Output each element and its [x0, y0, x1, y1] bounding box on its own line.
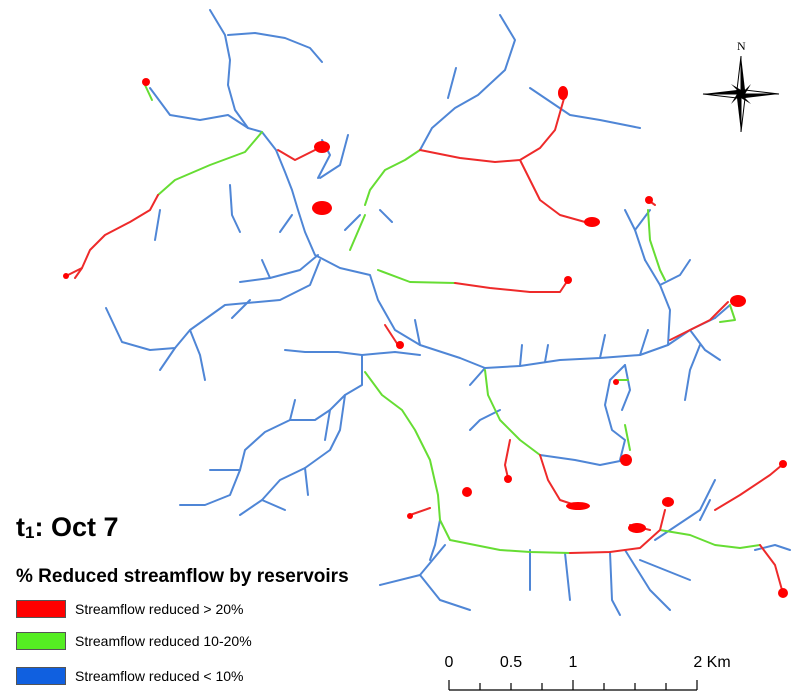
scale-label-1: 1 — [568, 654, 578, 671]
scale-label-half: 0.5 — [499, 654, 523, 671]
title-prefix: t — [16, 512, 25, 542]
legend-heading: % Reduced streamflow by reservoirs — [16, 566, 349, 587]
scale-label-2km: 2 Km — [693, 654, 731, 671]
legend-label-low: Streamflow reduced < 10% — [75, 668, 244, 684]
title-subscript: 1 — [25, 523, 35, 542]
legend-swatch-high — [16, 600, 66, 618]
legend-label-medium: Streamflow reduced 10-20% — [75, 633, 252, 649]
streams-low-reduction — [105, 9, 791, 616]
legend-item-high: Streamflow reduced > 20% — [16, 597, 243, 621]
legend-label-high: Streamflow reduced > 20% — [75, 601, 244, 617]
compass-rose-icon — [702, 55, 780, 133]
legend-swatch-low — [16, 667, 66, 685]
scale-label-0: 0 — [444, 654, 454, 671]
legend-item-medium: Streamflow reduced 10-20% — [16, 629, 252, 653]
title-date: : Oct 7 — [34, 512, 119, 542]
streams-high-reduction — [67, 94, 783, 591]
map-title: t1: Oct 7 — [16, 512, 119, 543]
streams-medium-reduction — [144, 84, 761, 554]
legend-item-low: Streamflow reduced < 10% — [16, 664, 243, 688]
north-label: N — [737, 39, 746, 53]
legend-swatch-medium — [16, 632, 66, 650]
scale-bar — [448, 680, 698, 691]
reservoirs — [63, 78, 788, 598]
